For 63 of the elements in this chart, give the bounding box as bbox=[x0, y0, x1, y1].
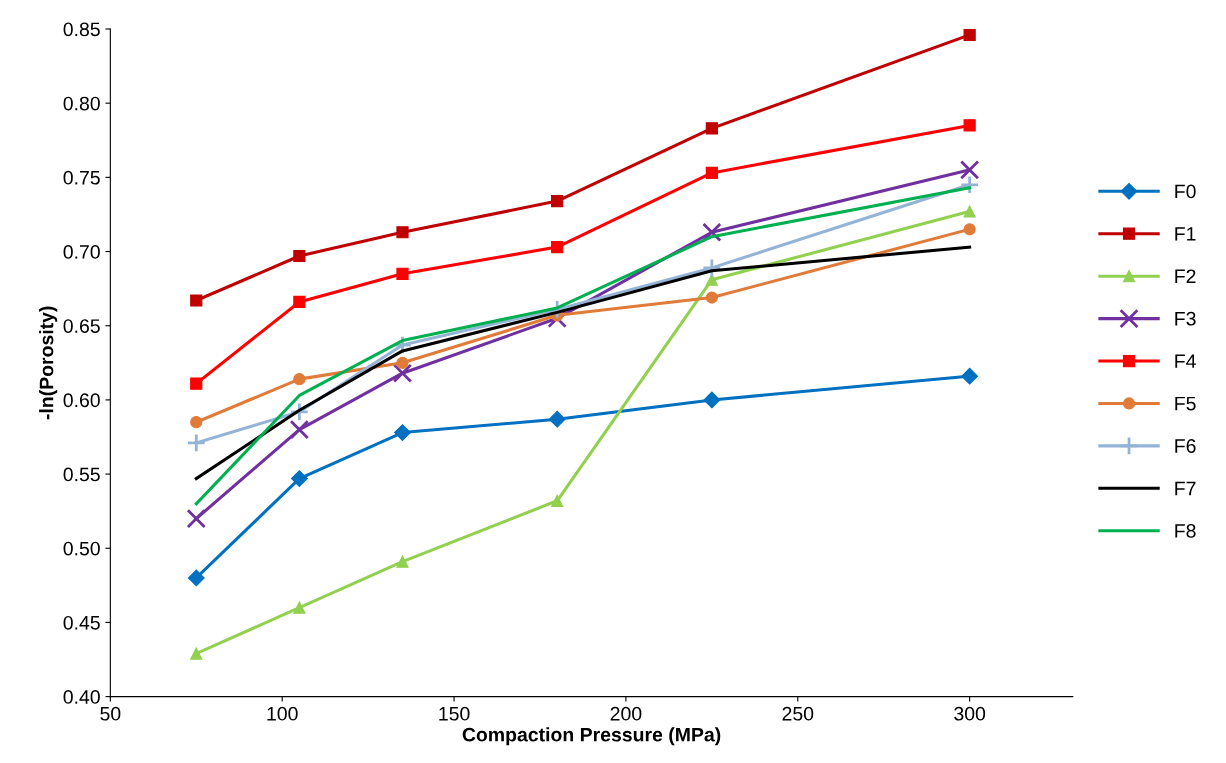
point bbox=[293, 601, 306, 614]
point bbox=[963, 223, 976, 236]
y-tick-label: 0.85 bbox=[63, 22, 100, 37]
point bbox=[396, 267, 409, 280]
point bbox=[551, 194, 564, 208]
x-tick-label: 250 bbox=[782, 706, 814, 721]
point bbox=[551, 494, 564, 507]
y-tick-label: 0.55 bbox=[63, 467, 100, 482]
x-tick-label: 100 bbox=[267, 706, 298, 721]
point bbox=[963, 28, 976, 42]
point bbox=[705, 291, 718, 304]
y-tick-label: 0.50 bbox=[63, 541, 100, 556]
legend-label: F4 bbox=[1175, 354, 1196, 368]
x-tick-label: 200 bbox=[610, 706, 642, 721]
point bbox=[959, 175, 980, 195]
point bbox=[186, 508, 206, 529]
legend-label: F3 bbox=[1175, 311, 1196, 326]
line-series bbox=[194, 186, 972, 506]
legend-label: F8 bbox=[1175, 523, 1196, 538]
legend-label: F6 bbox=[1175, 439, 1196, 453]
point bbox=[705, 166, 718, 180]
point bbox=[392, 363, 413, 383]
point bbox=[963, 119, 976, 132]
y-tick-label: 0.70 bbox=[63, 245, 100, 259]
y-tick-label: 0.45 bbox=[63, 615, 100, 630]
point bbox=[961, 367, 979, 385]
point bbox=[394, 424, 411, 441]
y-tick-label: 0.60 bbox=[63, 393, 100, 408]
legend-label: F5 bbox=[1175, 396, 1196, 411]
point bbox=[396, 555, 409, 568]
point bbox=[289, 419, 310, 440]
legend-label: F7 bbox=[1175, 481, 1196, 496]
line-series bbox=[194, 245, 972, 481]
point bbox=[190, 647, 203, 660]
point bbox=[548, 410, 566, 428]
point bbox=[190, 294, 203, 307]
legend-label: F1 bbox=[1175, 227, 1196, 241]
point bbox=[396, 226, 409, 239]
x-tick-label: 50 bbox=[100, 706, 121, 721]
point bbox=[293, 295, 306, 309]
point bbox=[293, 373, 306, 386]
y-axis-title: -ln(Porosity) bbox=[39, 306, 58, 420]
y-tick-label: 0.65 bbox=[63, 319, 100, 333]
x-tick-label: 150 bbox=[439, 706, 470, 721]
point bbox=[963, 205, 976, 218]
point bbox=[190, 377, 203, 390]
y-tick-label: 0.80 bbox=[63, 96, 100, 111]
legend-label: F0 bbox=[1175, 184, 1196, 199]
point bbox=[293, 249, 306, 263]
legend-label: F2 bbox=[1175, 269, 1196, 283]
point bbox=[187, 569, 205, 587]
point bbox=[551, 240, 564, 254]
point bbox=[290, 470, 308, 487]
x-axis-title: Compaction Pressure (MPa) bbox=[462, 727, 721, 746]
point bbox=[703, 391, 721, 409]
point bbox=[396, 356, 409, 369]
x-tick-label: 300 bbox=[954, 706, 986, 721]
point bbox=[705, 122, 718, 135]
point bbox=[959, 160, 980, 180]
y-tick-label: 0.40 bbox=[63, 690, 100, 704]
point bbox=[190, 416, 203, 429]
y-tick-label: 0.75 bbox=[63, 170, 100, 185]
point bbox=[186, 433, 206, 453]
